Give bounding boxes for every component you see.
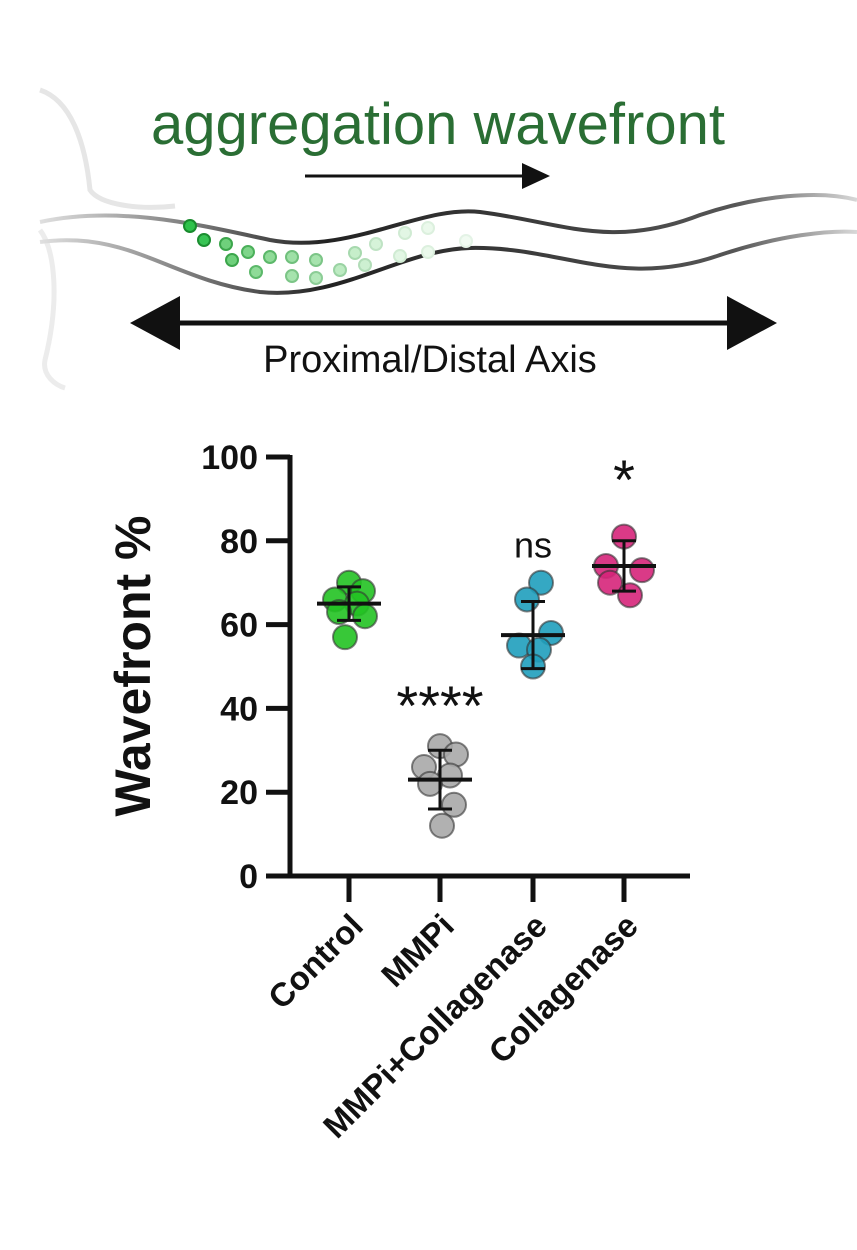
gonad-tube-upper bbox=[39, 193, 857, 245]
significance-label: ns bbox=[514, 525, 552, 566]
group-collagenase: * bbox=[592, 448, 656, 609]
group-mmpi: **** bbox=[396, 674, 484, 839]
figure-title: aggregation wavefront bbox=[151, 92, 725, 157]
y-axis-label: Wavefront % bbox=[105, 516, 161, 817]
data-point bbox=[629, 557, 655, 584]
data-point bbox=[352, 603, 378, 630]
data-point bbox=[326, 599, 352, 626]
chart: Wavefront % 0 20 40 60 80 100 Control MMPiMMPi… bbox=[105, 439, 690, 1145]
data-point bbox=[597, 569, 623, 596]
data-point bbox=[528, 569, 554, 596]
y-ticks: 0 20 40 60 80 100 bbox=[201, 439, 290, 896]
worm-outline bbox=[39, 87, 176, 210]
y-tick-label: 20 bbox=[220, 774, 258, 812]
data-point bbox=[617, 582, 643, 609]
y-tick-label: 0 bbox=[239, 858, 258, 896]
data-point bbox=[429, 812, 455, 839]
y-tick-label: 60 bbox=[220, 607, 258, 645]
data-point bbox=[441, 791, 467, 818]
significance-label: * bbox=[613, 448, 635, 511]
wavefront-arrow bbox=[305, 163, 550, 189]
y-tick-label: 80 bbox=[220, 523, 258, 561]
y-tick-label: 40 bbox=[220, 690, 258, 728]
axis-caption: Proximal/Distal Axis bbox=[263, 339, 597, 381]
schematic: aggregation wavefront bbox=[37, 87, 857, 391]
data-point bbox=[514, 586, 540, 613]
data-point bbox=[417, 770, 443, 797]
gonad-tube-lower bbox=[39, 229, 857, 295]
worm-outline-lower bbox=[37, 228, 66, 391]
group-control bbox=[317, 569, 381, 651]
aggregating-cells bbox=[183, 219, 473, 285]
significance-label: **** bbox=[396, 674, 483, 737]
data-groups: **** ns * bbox=[317, 448, 656, 839]
data-point bbox=[332, 624, 358, 651]
x-tick-label: Control bbox=[261, 907, 370, 1016]
y-tick-label: 100 bbox=[201, 439, 258, 477]
group-mmpi-collagenase: ns bbox=[501, 525, 565, 680]
x-tick-label: MMPi bbox=[374, 907, 461, 994]
proximal-distal-arrow bbox=[130, 296, 777, 350]
